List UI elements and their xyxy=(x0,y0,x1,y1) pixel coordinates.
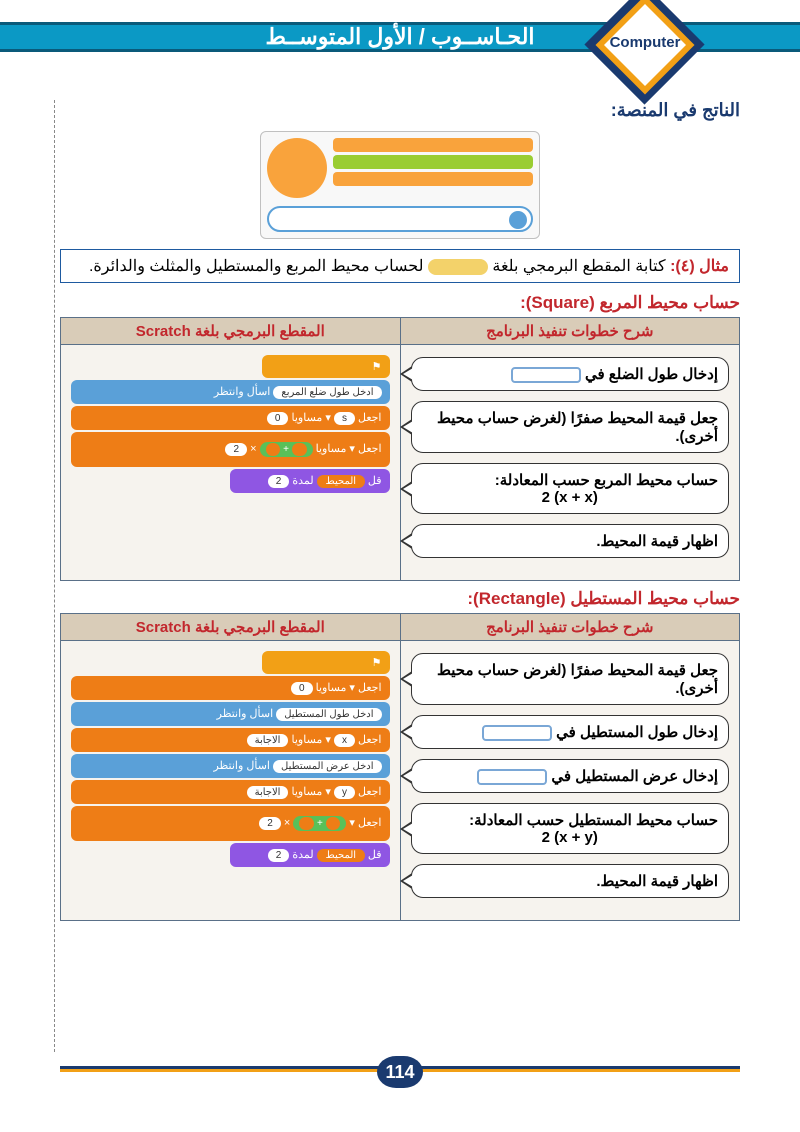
col-code: المقطع البرمجي بلغة Scratch xyxy=(61,614,401,641)
margin-line xyxy=(54,100,55,1052)
step-bubble: حساب محيط المربع حسب المعادلة: 2 (x + x) xyxy=(411,463,730,514)
ask-input-bar xyxy=(267,206,533,232)
rect-section-title: حساب محيط المستطيل (Rectangle): xyxy=(60,589,740,609)
rect-code-blocks: ⚑ اجعل ▾ مساويا 0 ادخل طول المستطيل اسأل… xyxy=(67,647,394,873)
step-bubble: حساب محيط المستطيل حسب المعادلة: 2 (x + … xyxy=(411,803,730,854)
page-content: الناتج في المنصة: مثال (٤): كتابة المقطع… xyxy=(60,100,740,921)
ask-block: ادخل عرض المستطيل اسأل وانتظر xyxy=(71,754,390,778)
example-text-b: لحساب محيط المربع والمستطيل والمثلث والد… xyxy=(89,258,424,275)
square-steps: إدخال طول الضلع في جعل قيمة المحيط صفرًا… xyxy=(407,351,734,574)
ask-block: ادخل طول ضلع المربع اسأل وانتظر xyxy=(71,380,390,404)
result-label: الناتج في المنصة: xyxy=(60,100,740,121)
scratch-cat-icon xyxy=(267,138,327,198)
step-bubble: جعل قيمة المحيط صفرًا (لغرض حساب محيط أخ… xyxy=(411,653,730,705)
example-lead: مثال (٤): xyxy=(670,258,729,275)
input-icon xyxy=(482,725,552,741)
step-bubble: اظهار قيمة المحيط. xyxy=(411,864,730,898)
step-bubble: إدخال طول الضلع في xyxy=(411,357,730,391)
set-block: اجعل ▾ مساويا 0 xyxy=(71,676,390,700)
say-block: قل المحيط لمدة 2 xyxy=(230,843,389,867)
event-block: ⚑ xyxy=(262,651,389,674)
example-text-a: كتابة المقطع البرمجي بلغة xyxy=(488,258,666,275)
square-section-title: حساب محيط المربع (Square): xyxy=(60,293,740,313)
ask-block: ادخل طول المستطيل اسأل وانتظر xyxy=(71,702,390,726)
set-block: اجعل ▾ + × 2 xyxy=(71,806,390,841)
page-number: 114 xyxy=(377,1056,423,1088)
input-icon xyxy=(477,769,547,785)
rect-steps: جعل قيمة المحيط صفرًا (لغرض حساب محيط أخ… xyxy=(407,647,734,914)
badge-text: Computer xyxy=(590,34,700,51)
square-code-blocks: ⚑ ادخل طول ضلع المربع اسأل وانتظر اجعل s… xyxy=(67,351,394,499)
square-table: شرح خطوات تنفيذ البرنامج المقطع البرمجي … xyxy=(60,317,740,581)
rect-table: شرح خطوات تنفيذ البرنامج المقطع البرمجي … xyxy=(60,613,740,921)
header-title: الحـاســوب / الأول المتوســط xyxy=(230,24,570,50)
input-icon xyxy=(511,367,581,383)
scratch-stage-preview xyxy=(260,131,540,239)
set-block: اجعل s ▾ مساويا 0 xyxy=(71,406,390,430)
col-steps: شرح خطوات تنفيذ البرنامج xyxy=(400,614,740,641)
step-bubble: اظهار قيمة المحيط. xyxy=(411,524,730,558)
set-block: اجعل ▾ مساويا + × 2 xyxy=(71,432,390,467)
col-code: المقطع البرمجي بلغة Scratch xyxy=(61,318,401,345)
event-block: ⚑ xyxy=(262,355,389,378)
example-box: مثال (٤): كتابة المقطع البرمجي بلغة لحسا… xyxy=(60,249,740,283)
step-bubble: إدخال طول المستطيل في xyxy=(411,715,730,749)
computer-badge: Computer xyxy=(590,0,700,100)
col-steps: شرح خطوات تنفيذ البرنامج xyxy=(400,318,740,345)
scratch-tag-icon xyxy=(428,259,488,275)
set-block: اجعل y ▾ مساويا الاجابة xyxy=(71,780,390,804)
step-bubble: إدخال عرض المستطيل في xyxy=(411,759,730,793)
set-block: اجعل x ▾ مساويا الاجابة xyxy=(71,728,390,752)
say-block: قل المحيط لمدة 2 xyxy=(230,469,389,493)
step-bubble: جعل قيمة المحيط صفرًا (لغرض حساب محيط أخ… xyxy=(411,401,730,453)
